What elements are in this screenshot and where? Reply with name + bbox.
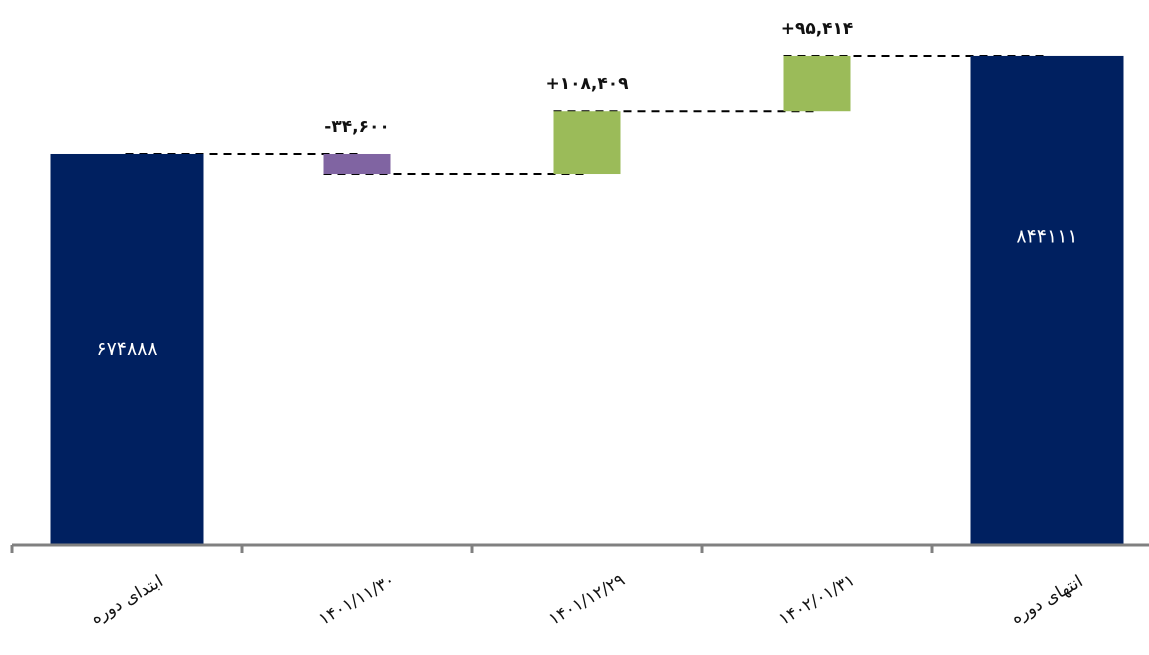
x-tick-label: ابتدای دوره (87, 571, 166, 628)
bar-increase (554, 111, 621, 174)
data-label: -۳۴,۶۰۰ (324, 117, 389, 137)
bar-total (971, 56, 1124, 545)
data-labels: ۶۷۴۸۸۸ -۳۴,۶۰۰ +۱۰۸,۴۰۹ +۹۵,۴۱۴ ۸۴۴۱۱۱ (96, 19, 1077, 360)
x-tick-label: ۱۴۰۱/۱۲/۲۹ (545, 570, 628, 630)
data-label: ۶۷۴۸۸۸ (96, 338, 157, 360)
x-tick-labels: ابتدای دوره ۱۴۰۱/۱۱/۳۰ ۱۴۰۱/۱۲/۲۹ ۱۴۰۲/۰۱/۳… (87, 570, 1086, 630)
x-tick-label: ۱۴۰۱/۱۱/۳۰ (315, 570, 398, 630)
data-label: +۹۵,۴۱۴ (781, 19, 854, 39)
bar-decrease (324, 154, 391, 174)
data-label: ۸۴۴۱۱۱ (1016, 225, 1077, 247)
bars (51, 56, 1124, 545)
bar-increase (784, 56, 851, 111)
x-tick-label: انتهای دوره (1008, 572, 1087, 629)
data-label: +۱۰۸,۴۰۹ (546, 74, 630, 94)
x-tick-label: ۱۴۰۲/۰۱/۳۱ (775, 570, 858, 630)
